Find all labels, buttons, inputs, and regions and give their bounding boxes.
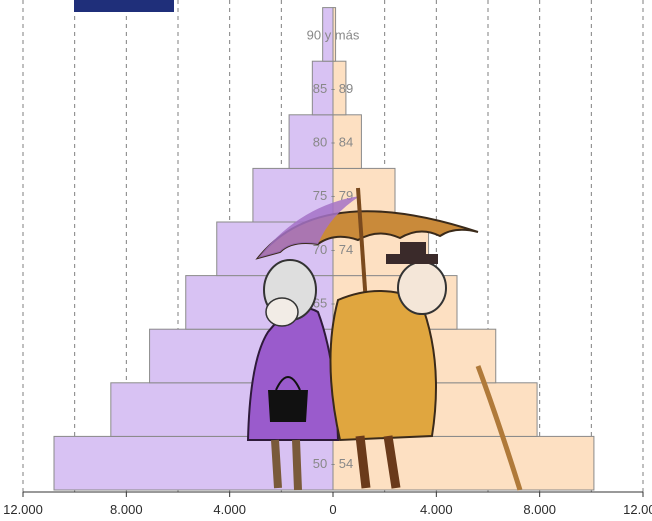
x-tick-label: 12.000 bbox=[3, 502, 43, 517]
x-tick-label: 4.000 bbox=[213, 502, 246, 517]
bar-right bbox=[332, 114, 362, 169]
elderly-couple-illustration bbox=[246, 187, 523, 491]
x-tick-label: 0 bbox=[329, 502, 336, 517]
age-band-label: 70 - 74 bbox=[313, 242, 353, 257]
x-tick-label: 8.000 bbox=[110, 502, 143, 517]
x-tick-label: 12.000 bbox=[623, 502, 652, 517]
top-photo-fragment bbox=[74, 0, 174, 12]
age-band-label: 85 - 89 bbox=[313, 81, 353, 96]
age-band-label: 50 - 54 bbox=[313, 456, 353, 471]
x-tick-label: 8.000 bbox=[523, 502, 556, 517]
bar-left bbox=[288, 114, 334, 169]
x-axis: 12.000 8.000 4.000 0 4.000 8.000 12.000 bbox=[3, 491, 652, 517]
x-tick-label: 4.000 bbox=[420, 502, 453, 517]
age-band-label: 80 - 84 bbox=[313, 135, 353, 150]
age-band-label: 90 y más bbox=[307, 27, 360, 42]
age-band-label: 75 - 79 bbox=[313, 188, 353, 203]
bar-right bbox=[332, 60, 347, 116]
bar-right bbox=[332, 435, 595, 491]
bar-left bbox=[53, 435, 334, 491]
bar-right bbox=[332, 7, 337, 62]
